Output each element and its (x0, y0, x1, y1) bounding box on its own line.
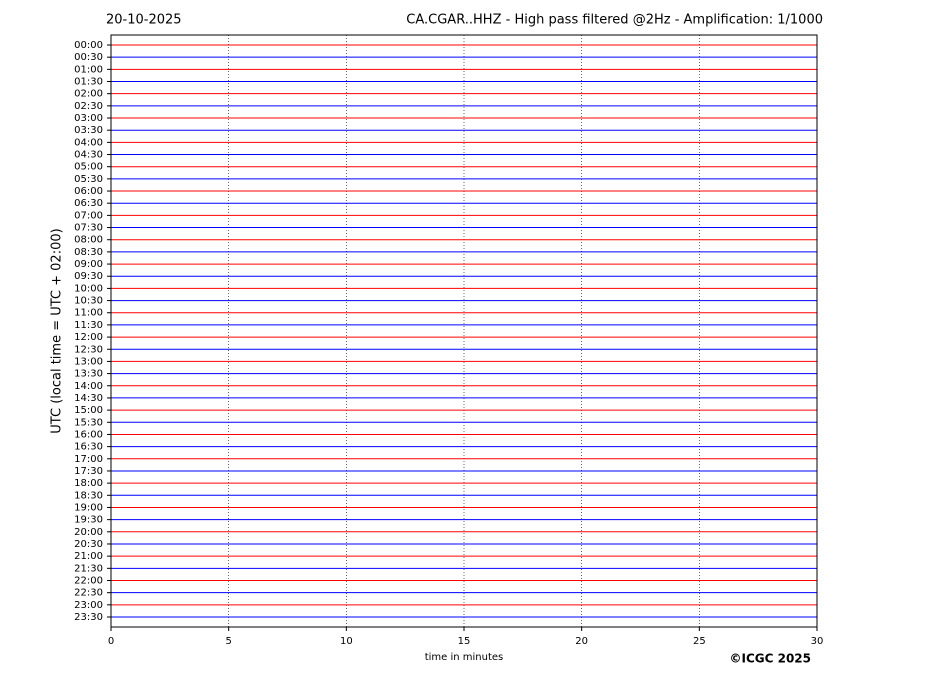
chart-title: CA.CGAR..HHZ - High pass filtered @2Hz -… (406, 13, 823, 28)
y-tick-label: 05:30 (74, 174, 103, 185)
y-tick-label: 07:00 (74, 210, 103, 221)
x-tick-label: 0 (108, 636, 114, 647)
y-tick-label: 02:00 (74, 89, 103, 100)
y-tick-label: 04:30 (74, 150, 103, 161)
y-axis-label: UTC (local time = UTC + 02:00) (50, 228, 65, 433)
y-tick-label: 18:30 (74, 490, 103, 501)
y-tick-label: 00:30 (74, 52, 103, 63)
y-tick-label: 07:30 (74, 223, 103, 234)
y-tick-label: 16:30 (74, 442, 103, 453)
y-tick-label: 10:30 (74, 296, 103, 307)
y-tick-label: 08:00 (74, 235, 103, 246)
y-tick-label: 11:00 (74, 308, 103, 319)
y-tick-label: 01:30 (74, 77, 103, 88)
y-tick-label: 03:00 (74, 113, 103, 124)
y-tick-label: 23:30 (74, 612, 103, 623)
y-tick-label: 04:00 (74, 137, 103, 148)
x-tick-label: 30 (811, 636, 824, 647)
y-tick-label: 12:00 (74, 332, 103, 343)
y-tick-label: 02:30 (74, 101, 103, 112)
y-tick-label: 20:30 (74, 539, 103, 550)
y-tick-label: 22:00 (74, 575, 103, 586)
y-tick-label: 19:30 (74, 515, 103, 526)
y-tick-label: 14:30 (74, 393, 103, 404)
y-tick-label: 18:00 (74, 478, 103, 489)
y-tick-label: 22:30 (74, 588, 103, 599)
footer: ©ICGC 2025 (729, 652, 811, 666)
y-tick-label: 06:00 (74, 186, 103, 197)
y-tick-label: 13:30 (74, 369, 103, 380)
x-axis-label: time in minutes (425, 652, 504, 663)
y-tick-label: 01:00 (74, 64, 103, 75)
y-tick-label: 23:00 (74, 600, 103, 611)
y-tick-label: 10:00 (74, 283, 103, 294)
y-tick-label: 05:00 (74, 162, 103, 173)
y-tick-label: 19:00 (74, 502, 103, 513)
date-label: 20-10-2025 (106, 13, 182, 28)
y-tick-label: 13:00 (74, 356, 103, 367)
y-tick-label: 20:00 (74, 527, 103, 538)
y-tick-label: 09:30 (74, 271, 103, 282)
y-tick-label: 03:30 (74, 125, 103, 136)
y-tick-label: 06:30 (74, 198, 103, 209)
y-tick-label: 00:00 (74, 40, 103, 51)
plot-frame (110, 34, 818, 628)
y-tick-label: 14:00 (74, 381, 103, 392)
y-tick-label: 11:30 (74, 320, 103, 331)
y-tick-label: 21:30 (74, 563, 103, 574)
x-tick-label: 5 (225, 636, 231, 647)
y-tick-label: 15:30 (74, 417, 103, 428)
y-tick-label: 08:30 (74, 247, 103, 258)
y-tick-label: 16:00 (74, 429, 103, 440)
y-tick-label: 17:30 (74, 466, 103, 477)
y-tick-label: 09:00 (74, 259, 103, 270)
y-tick-label: 12:30 (74, 344, 103, 355)
x-tick-label: 20 (575, 636, 588, 647)
x-tick-label: 15 (458, 636, 471, 647)
x-tick-label: 10 (340, 636, 353, 647)
y-tick-label: 17:00 (74, 454, 103, 465)
x-tick-label: 25 (693, 636, 706, 647)
y-tick-label: 15:00 (74, 405, 103, 416)
y-tick-label: 21:00 (74, 551, 103, 562)
